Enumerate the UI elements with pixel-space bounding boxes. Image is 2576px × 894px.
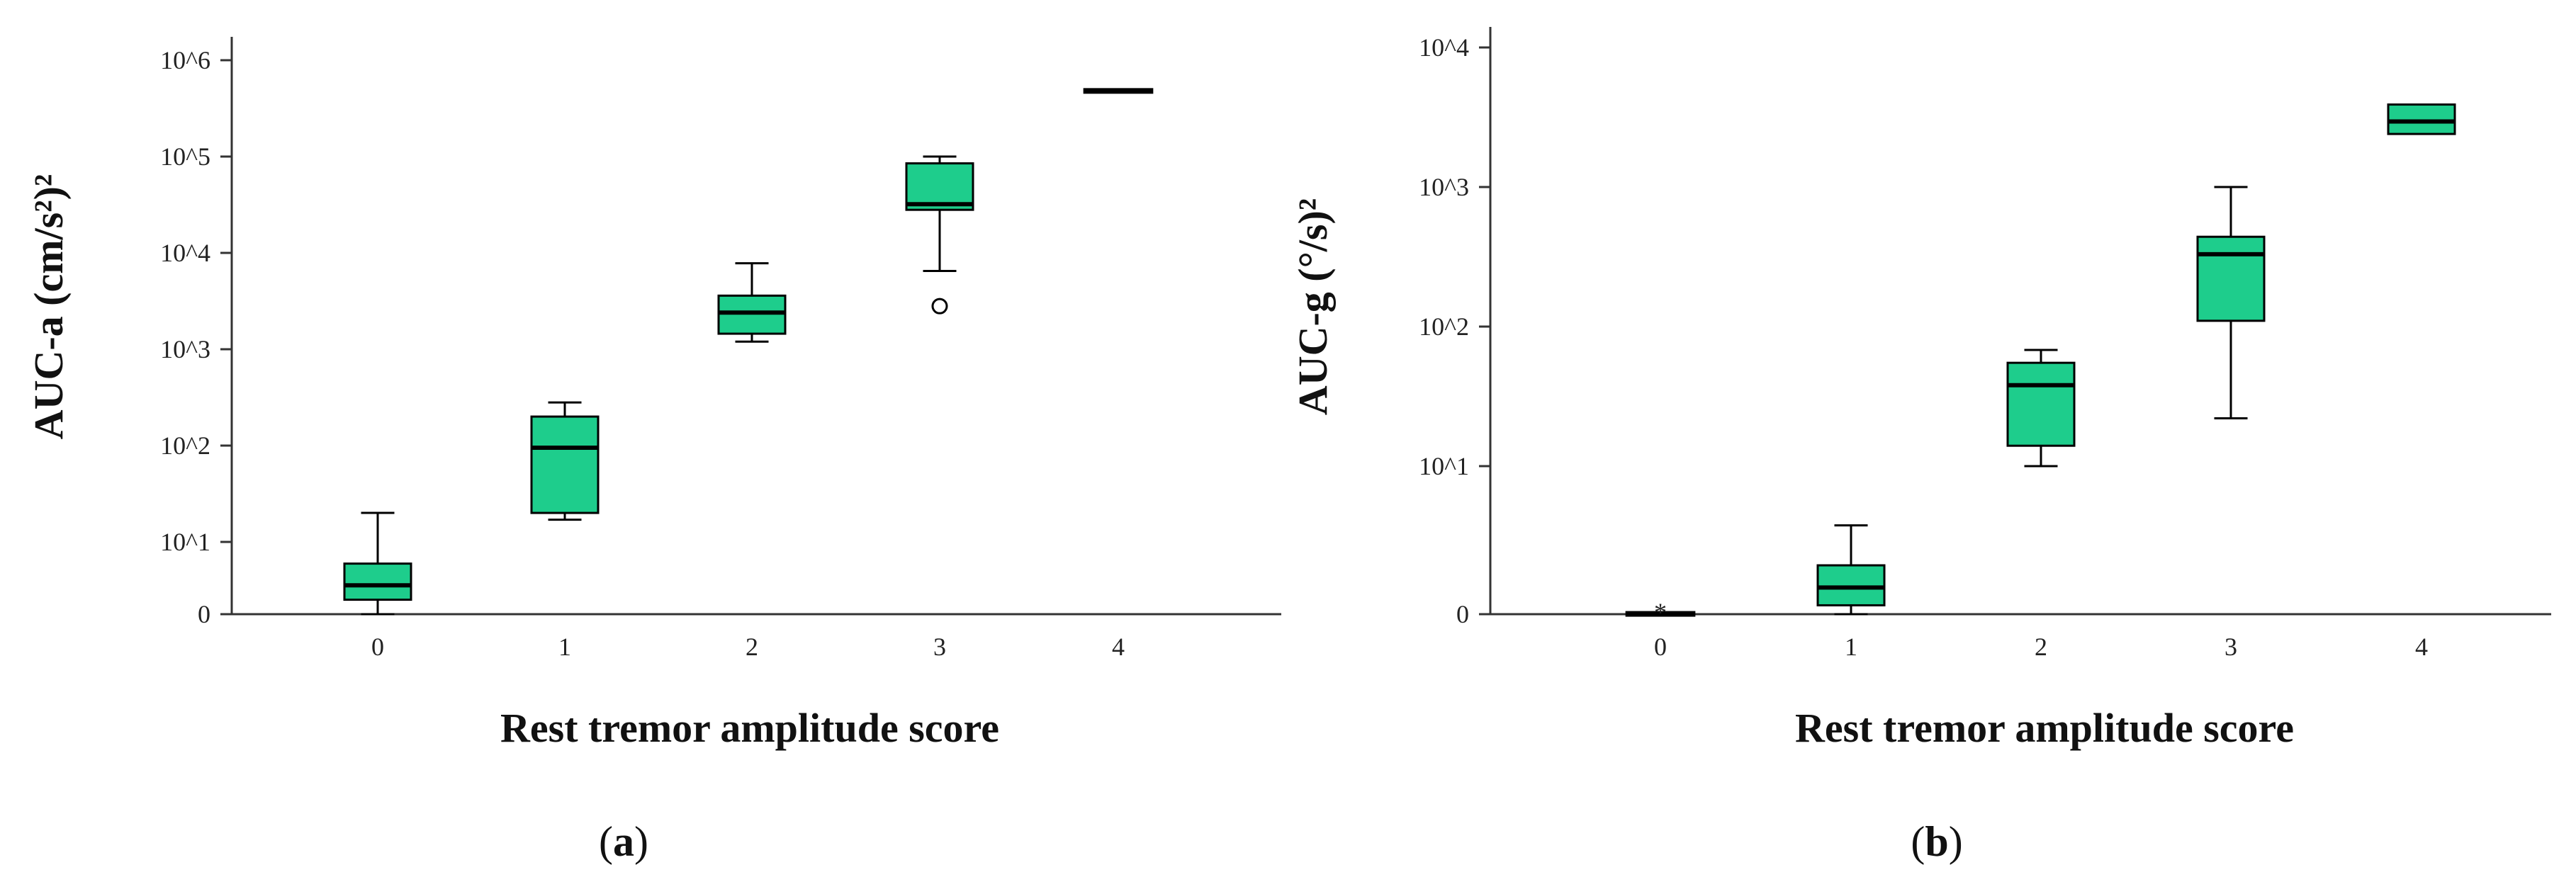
- box-plot-0: [343, 511, 412, 616]
- panel-a-y-ticks: 0 10^1 10^2 10^3 10^4 10^5 10^6: [160, 46, 232, 628]
- panel-b-chart: 0 10^1 10^2 10^3 10^4 0 1 2 3 4 * AUC-g (°/s)² R…: [1290, 27, 2551, 865]
- panel-a-axes: [230, 37, 1281, 616]
- iqr-box: [905, 162, 974, 211]
- panel-b-boxes: *: [1625, 103, 2456, 626]
- x-tick-label: 1: [558, 633, 571, 661]
- y-tick-label: 10^5: [160, 142, 210, 171]
- box-plot-3: [905, 155, 974, 315]
- panel-b-y-ticks: 0 10^1 10^2 10^3 10^4: [1419, 33, 1490, 628]
- iqr-box: [343, 562, 412, 601]
- panel-b-x-axis-title: Rest tremor amplitude score: [1795, 705, 2294, 751]
- box-plot-3: [2196, 186, 2266, 420]
- outlier-star: *: [1654, 598, 1667, 626]
- x-tick-label: 2: [2035, 633, 2047, 661]
- box-plot-1: [1816, 524, 1886, 616]
- median-line: [1625, 611, 1696, 617]
- y-tick-label: 10^4: [1419, 33, 1469, 62]
- box-plot-4: [2387, 103, 2456, 135]
- x-tick-label: 4: [1112, 633, 1125, 661]
- x-tick-label: 0: [1654, 633, 1667, 661]
- x-tick-label: 2: [746, 633, 758, 661]
- panel-a-chart: 0 10^1 10^2 10^3 10^4 10^5 10^6 0 1 2 3 4 AUC-a (c…: [26, 37, 1281, 865]
- y-tick-label: 10^1: [160, 528, 210, 556]
- panel-b-label: (b): [1911, 818, 1962, 865]
- x-tick-label: 4: [2415, 633, 2428, 661]
- x-tick-label: 1: [1845, 633, 1857, 661]
- y-tick-label: 10^2: [1419, 312, 1469, 341]
- panel-a-y-axis-title: AUC-a (cm/s²)²: [26, 174, 72, 440]
- x-tick-label: 3: [2225, 633, 2237, 661]
- box-plot-2: [2006, 349, 2076, 468]
- y-tick-label: 10^6: [160, 46, 210, 74]
- panel-b-x-ticks: 0 1 2 3 4: [1654, 633, 2428, 661]
- panel-a-x-ticks: 0 1 2 3 4: [371, 633, 1125, 661]
- y-tick-label: 0: [1456, 600, 1469, 628]
- box-plot-4: [1083, 88, 1154, 94]
- panel-a-letter: a: [613, 818, 634, 865]
- y-tick-label: 10^3: [1419, 173, 1469, 201]
- median-line: [1083, 88, 1154, 94]
- panel-a-label: (a): [599, 818, 648, 865]
- outlier-point: [931, 298, 948, 315]
- iqr-box: [1816, 564, 1886, 606]
- panel-a-x-axis-title: Rest tremor amplitude score: [500, 705, 999, 751]
- y-tick-label: 10^3: [160, 335, 210, 363]
- y-tick-label: 10^1: [1419, 452, 1469, 480]
- iqr-box: [2387, 103, 2456, 135]
- panel-b-y-axis-title: AUC-g (°/s)²: [1290, 198, 1336, 415]
- x-tick-label: 0: [371, 633, 384, 661]
- iqr-box: [2006, 361, 2076, 447]
- panel-b-letter: b: [1925, 818, 1948, 865]
- box-plot-2: [717, 262, 787, 343]
- iqr-box: [530, 415, 600, 514]
- y-tick-label: 0: [198, 600, 210, 628]
- iqr-box: [2196, 235, 2266, 322]
- box-plot-0: *: [1625, 598, 1696, 626]
- panel-a-boxes: [343, 88, 1154, 616]
- x-tick-label: 3: [933, 633, 946, 661]
- box-plot-1: [530, 401, 600, 521]
- y-tick-label: 10^2: [160, 431, 210, 460]
- y-tick-label: 10^4: [160, 239, 210, 267]
